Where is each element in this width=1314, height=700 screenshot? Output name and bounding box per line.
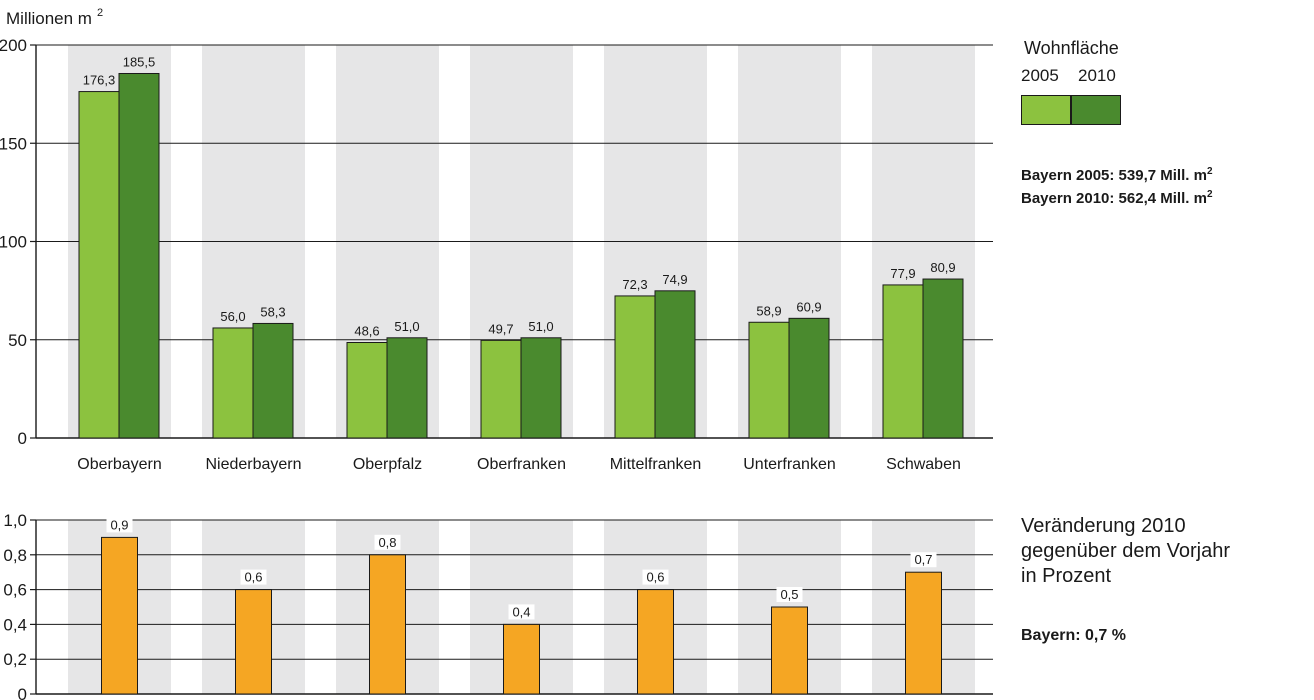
change-caption: Veränderung 2010 gegenüber dem Vorjahr i… [1021, 514, 1230, 589]
bar-mittelfranken-2005 [614, 295, 656, 439]
bar-label-oberfranken-2005: 49,7 [488, 321, 513, 336]
total-note-2005: Bayern 2005: 539,7 Mill. m2 [1021, 166, 1213, 184]
bar-niederbayern-2010 [252, 322, 294, 439]
change-bar-label-oberbayern: 0,9 [110, 517, 128, 532]
category-label-mittelfranken: Mittelfranken [610, 456, 702, 473]
top-chart: 0 50 100 150 200 Millionen m 2 176,3 185,5 Oberba… [0, 7, 993, 473]
legend-label-2005: 2005 [1021, 66, 1059, 85]
ytick-label-bottom-0: 0 [18, 685, 27, 700]
bar-oberbayern-2010 [118, 72, 160, 439]
total-note: Bayern 2005: 539,7 Mill. m2 Bayern 2010:… [1021, 162, 1213, 208]
change-caption-line-1: Veränderung 2010 [1021, 515, 1186, 537]
category-label-oberpfalz: Oberpfalz [353, 456, 422, 473]
bottom-chart: 0 0,2 0,4 0,6 0,8 1,0 0,9 0,6 0,8 0,4 0,6 0,5 0,7 [3, 511, 993, 700]
ytick-label-bottom-0-6: 0,6 [3, 581, 27, 600]
total-note-2010: Bayern 2010: 562,4 Mill. m2 [1021, 189, 1213, 207]
bar-label-oberfranken-2010: 51,0 [528, 319, 553, 334]
ytick-label-150: 150 [0, 134, 27, 153]
bar-label-oberbayern-2005: 176,3 [83, 73, 116, 88]
change-bar-label-oberfranken: 0,4 [512, 604, 530, 619]
ytick-label-100: 100 [0, 233, 27, 252]
change-bar-label-schwaben: 0,7 [914, 552, 932, 567]
change-bar-label-bg-niederbayern [240, 569, 267, 585]
bar-niederbayern-2005 [212, 327, 254, 439]
bar-label-mittelfranken-2005: 72,3 [622, 277, 647, 292]
ytick-label-bottom-0-8: 0,8 [3, 546, 27, 565]
category-label-schwaben: Schwaben [886, 456, 961, 473]
change-bar-oberfranken [503, 623, 540, 695]
category-label-oberbayern: Oberbayern [77, 456, 162, 473]
change-bar-label-bg-unterfranken [776, 587, 803, 602]
bar-label-schwaben-2005: 77,9 [890, 266, 915, 281]
ytick-label-bottom-1-0: 1,0 [3, 511, 27, 530]
change-note: Bayern: 0,7 % [1021, 627, 1126, 644]
ytick-label-50: 50 [8, 331, 27, 350]
change-caption-line-3: in Prozent [1021, 565, 1112, 587]
bar-mittelfranken-2010 [654, 290, 696, 439]
legend-title: Wohnfläche [1024, 38, 1119, 58]
bar-oberpfalz-2010 [386, 337, 428, 439]
bar-label-unterfranken-2010: 60,9 [796, 299, 821, 314]
bar-label-oberpfalz-2010: 51,0 [394, 319, 419, 334]
change-caption-line-2: gegenüber dem Vorjahr [1021, 540, 1231, 562]
bar-oberfranken-2010 [520, 337, 562, 439]
bar-label-niederbayern-2010: 58,3 [260, 304, 285, 319]
change-bar-label-unterfranken: 0,5 [780, 587, 798, 602]
y-axis-label-superscript: 2 [97, 7, 103, 19]
change-bar-oberpfalz [369, 554, 406, 695]
bar-oberbayern-2005 [78, 91, 120, 439]
y-axis-label: Millionen m [6, 9, 92, 28]
bar-label-oberpfalz-2005: 48,6 [354, 324, 379, 339]
legend-label-2010: 2010 [1078, 66, 1116, 85]
change-bar-label-bg-schwaben [910, 552, 937, 568]
legend-swatch-2005 [1021, 95, 1071, 125]
bar-oberpfalz-2005 [346, 342, 388, 439]
bar-schwaben-2010 [922, 278, 964, 439]
change-bar-niederbayern [235, 589, 272, 695]
change-bar-label-niederbayern: 0,6 [244, 570, 262, 585]
change-bar-label-oberpfalz: 0,8 [378, 535, 396, 550]
category-label-oberfranken: Oberfranken [477, 456, 566, 473]
change-bar-label-bg-oberbayern [106, 517, 133, 533]
bar-label-oberbayern-2010: 185,5 [123, 54, 156, 69]
ytick-label-bottom-0-2: 0,2 [3, 650, 27, 669]
category-label-niederbayern: Niederbayern [205, 456, 301, 473]
change-bar-unterfranken [771, 606, 808, 695]
change-bar-label-bg-oberpfalz [374, 534, 401, 550]
bar-label-schwaben-2010: 80,9 [930, 260, 955, 275]
bar-label-mittelfranken-2010: 74,9 [662, 272, 687, 287]
bar-schwaben-2005 [882, 284, 924, 439]
bar-label-niederbayern-2005: 56,0 [220, 309, 245, 324]
change-bar-schwaben [905, 571, 942, 695]
change-bar-label-mittelfranken: 0,6 [646, 570, 664, 585]
change-bar-label-bg-oberfranken [508, 604, 535, 620]
legend-swatch-2010 [1071, 95, 1121, 125]
bar-unterfranken-2010 [788, 317, 830, 439]
bar-oberfranken-2005 [480, 339, 522, 439]
bar-label-unterfranken-2005: 58,9 [756, 303, 781, 318]
change-bar-mittelfranken [637, 589, 674, 695]
ytick-label-bottom-0-4: 0,4 [3, 615, 27, 634]
ytick-label-0: 0 [18, 429, 27, 448]
category-label-unterfranken: Unterfranken [743, 456, 836, 473]
bar-unterfranken-2005 [748, 321, 790, 439]
change-bar-label-bg-mittelfranken [642, 569, 669, 585]
change-bar-oberbayern [101, 536, 138, 695]
ytick-label-200: 200 [0, 36, 27, 55]
